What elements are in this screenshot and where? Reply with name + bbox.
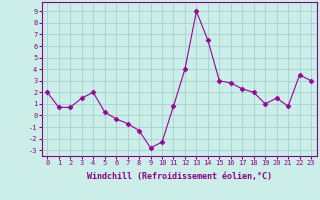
X-axis label: Windchill (Refroidissement éolien,°C): Windchill (Refroidissement éolien,°C) <box>87 172 272 181</box>
